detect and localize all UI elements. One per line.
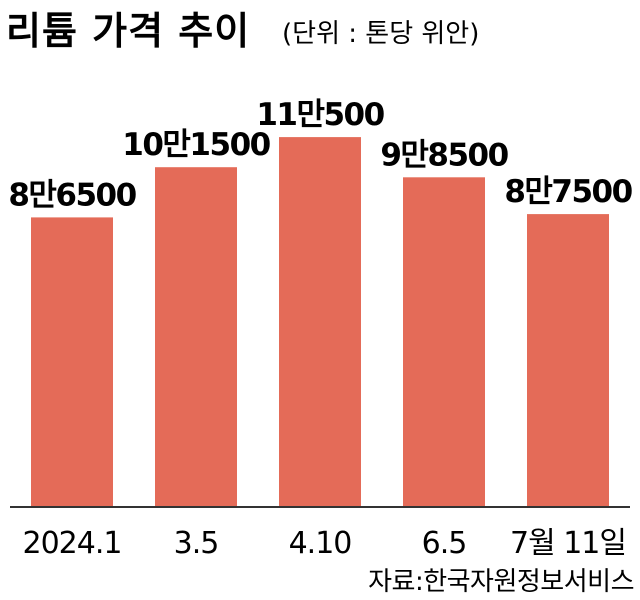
data-label-1: 10만1500 (122, 127, 270, 163)
x-tick-label-4: 7월 11일 (510, 526, 626, 561)
x-tick-label-3: 6.5 (422, 526, 467, 561)
data-label-3: 9만8500 (380, 137, 508, 173)
data-label-0: 8만6500 (8, 177, 136, 213)
x-tick-label-2: 4.10 (289, 526, 352, 561)
chart-subtitle: (단위 : 톤당 위안) (282, 19, 479, 49)
data-label-2: 11만500 (256, 97, 384, 133)
bars-group (31, 137, 609, 508)
chart-title: 리튬 가격 추이 (6, 9, 250, 53)
bar-3 (403, 177, 485, 508)
source-note: 자료:한국자원정보서비스 (368, 567, 634, 597)
x-tick-label-1: 3.5 (174, 526, 219, 561)
bar-2 (279, 137, 361, 507)
bar-1 (155, 167, 237, 507)
bar-0 (31, 217, 113, 507)
x-tick-label-0: 2024.1 (23, 526, 122, 561)
x-tick-labels-group: 2024.1 3.5 4.10 6.5 7월 11일 (23, 526, 627, 561)
bar-4 (527, 214, 609, 507)
data-label-4: 8만7500 (504, 174, 632, 210)
